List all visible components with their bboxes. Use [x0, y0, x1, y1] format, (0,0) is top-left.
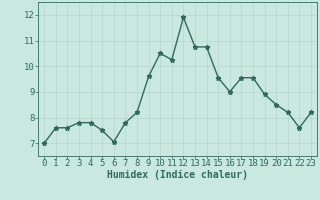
X-axis label: Humidex (Indice chaleur): Humidex (Indice chaleur) [107, 170, 248, 180]
